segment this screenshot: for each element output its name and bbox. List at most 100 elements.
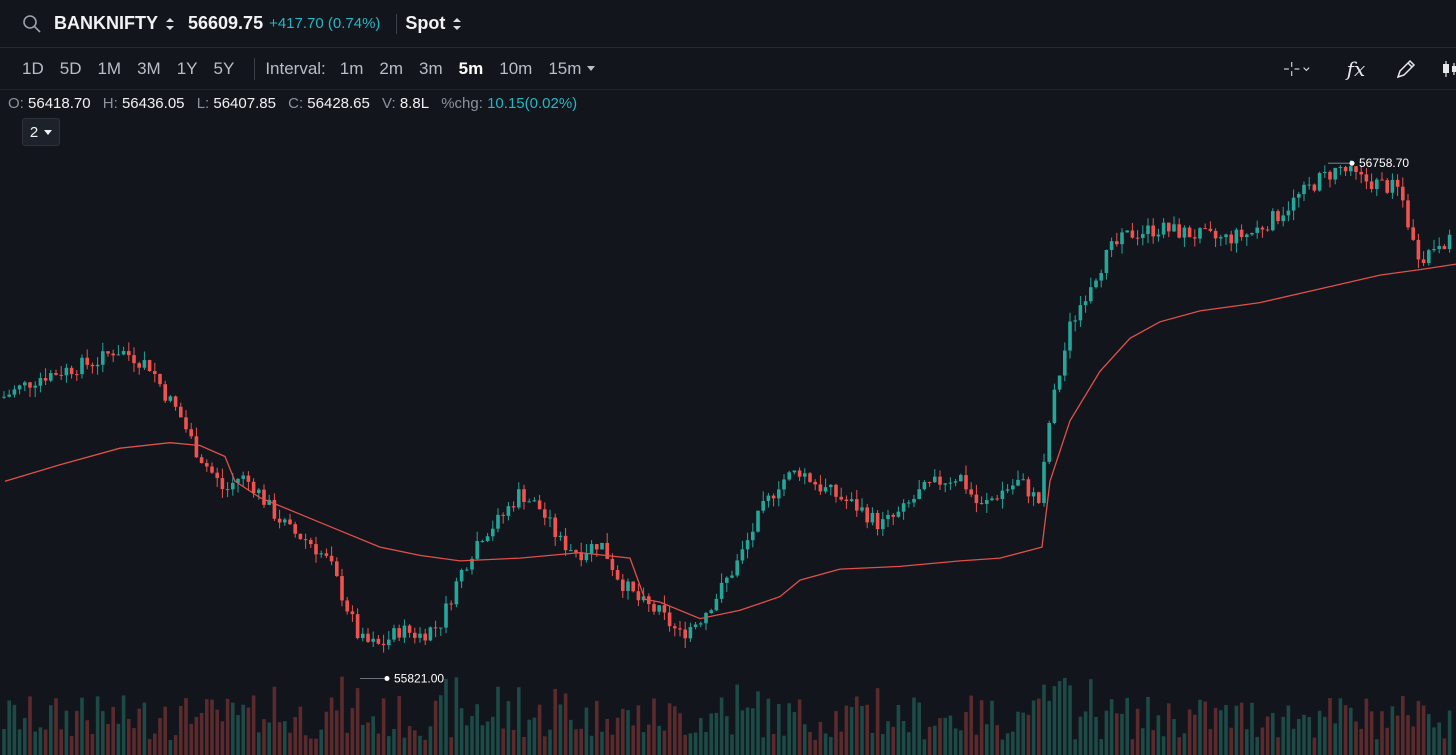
volume-bar bbox=[1442, 738, 1447, 755]
volume-bar bbox=[475, 704, 479, 755]
candle-body bbox=[865, 507, 869, 523]
candle-body bbox=[28, 382, 32, 388]
volume-bar bbox=[173, 735, 178, 755]
volume-bar bbox=[1312, 737, 1317, 755]
candle-body bbox=[735, 560, 739, 576]
volume-bar bbox=[532, 717, 537, 755]
volume-bar bbox=[470, 716, 474, 755]
candle-body bbox=[142, 360, 147, 368]
range-1m[interactable]: 1M bbox=[97, 58, 122, 78]
interval-more-caret-icon[interactable] bbox=[587, 66, 596, 71]
volume-bar bbox=[1271, 712, 1275, 755]
instrument-type[interactable]: Spot bbox=[405, 13, 446, 33]
candle-body bbox=[589, 544, 594, 554]
volume-bar bbox=[444, 678, 448, 755]
volume-bar bbox=[517, 687, 521, 755]
candle-body bbox=[1260, 227, 1265, 230]
candle-body bbox=[766, 495, 771, 502]
interval-10m[interactable]: 10m bbox=[499, 58, 533, 78]
search-icon[interactable] bbox=[22, 14, 42, 34]
candle-body bbox=[792, 470, 797, 473]
candle-body bbox=[917, 489, 921, 499]
range-3m[interactable]: 3M bbox=[137, 58, 161, 78]
volume-bar bbox=[1021, 712, 1025, 755]
volume-bar bbox=[1198, 699, 1202, 755]
volume-bar bbox=[1146, 696, 1150, 755]
candle-body bbox=[220, 478, 225, 490]
candle-body bbox=[17, 385, 22, 390]
volume-bar bbox=[43, 729, 48, 755]
interval-1m[interactable]: 1m bbox=[339, 58, 364, 78]
volume-bar bbox=[1276, 737, 1280, 755]
candle-body bbox=[719, 582, 724, 599]
candle-body bbox=[615, 569, 620, 580]
volume-bar bbox=[361, 724, 365, 755]
candle-body bbox=[522, 489, 526, 503]
candle-body bbox=[257, 489, 261, 494]
volume-bar bbox=[933, 725, 937, 755]
volume-bar bbox=[1219, 710, 1223, 755]
candle-body bbox=[641, 596, 646, 601]
chart-toolbar: 1D 5D 1M 3M 1Y 5Y Interval: 1m 2m 3m 5m … bbox=[0, 48, 1456, 90]
pen-icon[interactable] bbox=[1392, 55, 1420, 83]
volume-bar bbox=[485, 721, 490, 755]
candle-body bbox=[943, 483, 947, 485]
candle-body bbox=[1031, 492, 1036, 497]
candle-body bbox=[823, 487, 828, 492]
candle-body bbox=[1193, 237, 1197, 239]
symbol-name[interactable]: BANKNIFTY bbox=[54, 13, 158, 33]
volume-bar bbox=[875, 688, 880, 755]
interval-3m[interactable]: 3m bbox=[419, 58, 443, 78]
candle-body bbox=[1401, 186, 1405, 201]
candles-icon[interactable] bbox=[1442, 55, 1456, 83]
candle-body bbox=[397, 628, 401, 638]
candle-body bbox=[1187, 227, 1192, 238]
candle-body bbox=[969, 489, 973, 495]
volume-bar bbox=[49, 705, 53, 755]
candle-body bbox=[1151, 225, 1155, 237]
candle-body bbox=[673, 626, 677, 629]
volume-bar bbox=[1349, 707, 1353, 755]
updown-chevron-icon[interactable] bbox=[164, 16, 176, 32]
candle-body bbox=[1016, 479, 1020, 486]
low-marker-dot bbox=[384, 675, 390, 681]
candle-body bbox=[1323, 171, 1327, 174]
candle-body bbox=[1094, 280, 1098, 288]
open-value: 56418.70 bbox=[28, 95, 91, 112]
crosshair-icon[interactable] bbox=[1284, 55, 1312, 83]
volume-bar bbox=[283, 721, 287, 755]
candle-body bbox=[319, 553, 323, 555]
candle-body bbox=[371, 638, 375, 642]
volume-bar bbox=[922, 739, 927, 755]
volume-bar bbox=[881, 733, 885, 755]
volume-bar bbox=[1239, 702, 1244, 755]
range-5d[interactable]: 5D bbox=[59, 58, 82, 78]
volume-bar bbox=[1343, 705, 1348, 755]
candle-body bbox=[834, 484, 838, 497]
function-icon[interactable]: fx bbox=[1342, 55, 1370, 83]
layer-selector-button[interactable]: 2 bbox=[22, 118, 60, 146]
candle-body bbox=[683, 629, 687, 639]
instrument-chevron-icon[interactable] bbox=[451, 16, 463, 32]
candle-body bbox=[236, 478, 240, 483]
candle-body bbox=[1021, 479, 1025, 481]
price-chart[interactable]: 56758.70 55821.00 bbox=[0, 146, 1456, 755]
volume-bar bbox=[1317, 710, 1322, 755]
interval-label: Interval: bbox=[265, 58, 326, 78]
volume-bar bbox=[855, 696, 859, 755]
interval-2m[interactable]: 2m bbox=[379, 58, 404, 78]
candle-body bbox=[1416, 239, 1421, 260]
candle-body bbox=[1099, 272, 1103, 281]
volume-bar bbox=[1078, 716, 1083, 755]
range-5y[interactable]: 5Y bbox=[213, 58, 235, 78]
candle-body bbox=[361, 633, 365, 639]
range-1y[interactable]: 1Y bbox=[176, 58, 198, 78]
volume-bar bbox=[730, 734, 734, 755]
candle-body bbox=[54, 373, 58, 375]
interval-5m[interactable]: 5m bbox=[458, 58, 484, 78]
interval-15m[interactable]: 15m bbox=[548, 58, 582, 78]
candle-body bbox=[59, 374, 63, 376]
candle-body bbox=[1297, 194, 1301, 198]
candle-body bbox=[896, 511, 901, 517]
range-1d[interactable]: 1D bbox=[22, 58, 44, 78]
